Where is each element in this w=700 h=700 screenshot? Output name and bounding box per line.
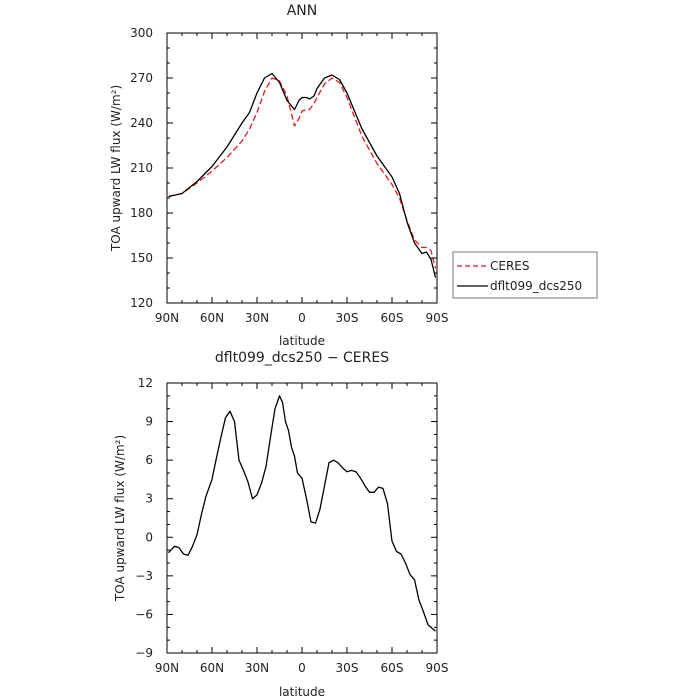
top-ytick-label: 270 bbox=[130, 71, 153, 85]
top-xtick-label: 0 bbox=[298, 311, 306, 325]
bottom-plot-frame bbox=[166, 382, 438, 654]
bottom-xtick-label: 60N bbox=[200, 661, 224, 675]
bottom-ytick-label: 9 bbox=[145, 415, 153, 429]
bottom-ytick-label: 0 bbox=[145, 530, 153, 544]
legend-label-model: dflt099_dcs250 bbox=[490, 279, 582, 293]
bottom-xtick-label: 30S bbox=[336, 661, 359, 675]
top-xtick-label: 60S bbox=[381, 311, 404, 325]
bottom-ytick-label: −6 bbox=[135, 607, 153, 621]
top-title: ANN bbox=[287, 3, 318, 19]
bottom-panel: dflt099_dcs250 − CERES TOA upward LW flu… bbox=[113, 350, 448, 699]
bottom-xtick-label: 30N bbox=[245, 661, 269, 675]
top-xtick-label: 30N bbox=[245, 311, 269, 325]
top-ytick-label: 180 bbox=[130, 206, 153, 220]
top-ytick-label: 150 bbox=[130, 251, 153, 265]
legend-box bbox=[452, 251, 598, 299]
top-ytick-label: 120 bbox=[130, 296, 153, 310]
bottom-xlabel: latitude bbox=[279, 685, 325, 699]
top-xtick-label: 90N bbox=[155, 311, 179, 325]
top-plot-frame bbox=[166, 32, 438, 304]
bottom-xtick-label: 90S bbox=[426, 661, 449, 675]
bottom-series-line-0 bbox=[168, 395, 436, 632]
top-panel: ANN TOA upward LW flux (W/m²) latitude 9… bbox=[109, 3, 598, 348]
top-ytick-label: 210 bbox=[130, 161, 153, 175]
top-ylabel: TOA upward LW flux (W/m²) bbox=[109, 85, 123, 252]
legend-label-ceres: CERES bbox=[490, 259, 530, 273]
bottom-ytick-label: 3 bbox=[145, 492, 153, 506]
bottom-ytick-label: 6 bbox=[145, 453, 153, 467]
legend: CERES dflt099_dcs250 bbox=[452, 251, 598, 299]
top-xtick-label: 60N bbox=[200, 311, 224, 325]
bottom-ytick-label: 12 bbox=[138, 376, 153, 390]
top-ytick-label: 240 bbox=[130, 116, 153, 130]
bottom-title: dflt099_dcs250 − CERES bbox=[215, 350, 389, 366]
bottom-xtick-label: 90N bbox=[155, 661, 179, 675]
bottom-ytick-label: −9 bbox=[135, 646, 153, 660]
top-series-line-0 bbox=[168, 77, 437, 269]
bottom-ylabel: TOA upward LW flux (W/m²) bbox=[113, 435, 127, 602]
bottom-ytick-label: −3 bbox=[135, 569, 153, 583]
bottom-xtick-label: 0 bbox=[298, 661, 306, 675]
top-series-line-1 bbox=[168, 72, 437, 278]
top-ytick-label: 300 bbox=[130, 26, 153, 40]
bottom-xtick-label: 60S bbox=[381, 661, 404, 675]
top-xtick-label: 90S bbox=[426, 311, 449, 325]
top-xlabel: latitude bbox=[279, 334, 325, 348]
top-xtick-label: 30S bbox=[336, 311, 359, 325]
